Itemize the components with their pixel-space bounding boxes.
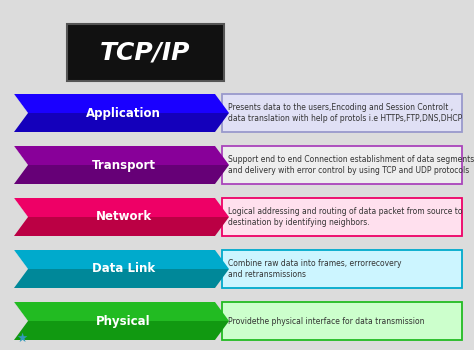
Polygon shape (14, 146, 28, 184)
Text: Application: Application (86, 106, 161, 119)
Polygon shape (14, 269, 229, 288)
Text: Providethe physical interface for data transmission: Providethe physical interface for data t… (228, 316, 425, 326)
Text: Network: Network (95, 210, 152, 224)
Text: Presents data to the users,Encoding and Session Controlt ,
data translation with: Presents data to the users,Encoding and … (228, 103, 462, 124)
Text: Transport: Transport (91, 159, 155, 172)
Polygon shape (14, 250, 28, 269)
Text: Logical addressing and routing of data packet from source to
destination by iden: Logical addressing and routing of data p… (228, 206, 463, 228)
Polygon shape (14, 94, 28, 132)
Text: Combine raw data into frames, errorrecovery
and retransmissions: Combine raw data into frames, errorrecov… (228, 259, 401, 279)
Polygon shape (14, 250, 28, 288)
Polygon shape (14, 217, 229, 236)
FancyBboxPatch shape (222, 198, 462, 236)
Polygon shape (14, 113, 229, 132)
Text: ★: ★ (17, 331, 27, 344)
Polygon shape (14, 302, 28, 321)
FancyBboxPatch shape (222, 250, 462, 288)
Polygon shape (14, 94, 229, 113)
Polygon shape (14, 198, 229, 217)
Polygon shape (14, 165, 28, 184)
FancyBboxPatch shape (222, 146, 462, 184)
Polygon shape (14, 198, 28, 217)
Polygon shape (14, 94, 28, 113)
Polygon shape (14, 217, 28, 236)
Text: TCP/IP: TCP/IP (100, 41, 191, 64)
Polygon shape (14, 165, 229, 184)
Polygon shape (14, 302, 28, 340)
Polygon shape (14, 302, 229, 321)
Polygon shape (14, 321, 28, 340)
Text: Data Link: Data Link (92, 262, 155, 275)
Polygon shape (14, 321, 229, 340)
FancyBboxPatch shape (67, 24, 224, 81)
FancyBboxPatch shape (222, 94, 462, 132)
Polygon shape (14, 250, 229, 269)
Text: Physical: Physical (96, 315, 151, 328)
FancyBboxPatch shape (222, 302, 462, 340)
Polygon shape (14, 198, 28, 236)
Polygon shape (14, 146, 28, 165)
Polygon shape (14, 113, 28, 132)
Polygon shape (14, 269, 28, 288)
Polygon shape (14, 146, 229, 165)
Text: Support end to end Connection establishment of data segments
and delivery with e: Support end to end Connection establishm… (228, 155, 474, 175)
